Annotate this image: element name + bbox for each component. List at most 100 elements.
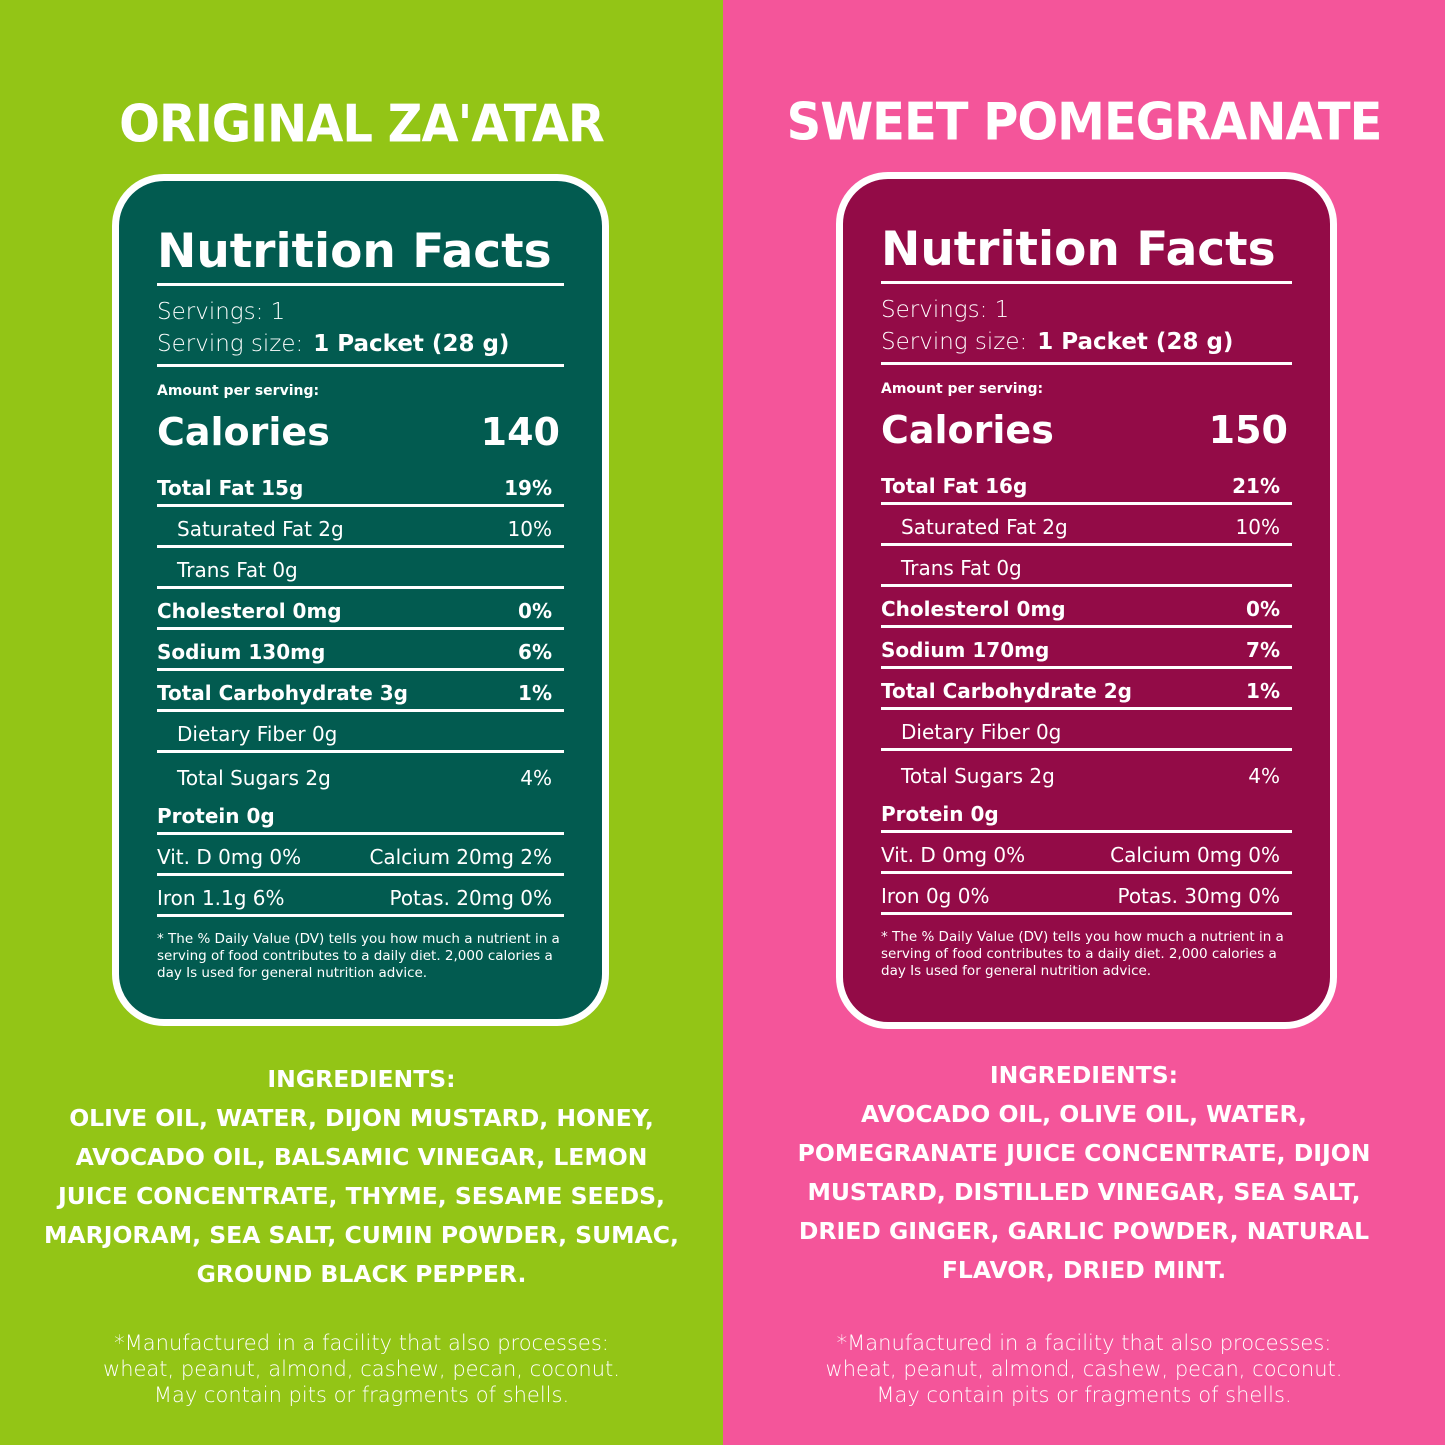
nutrient-dv: 6%	[518, 640, 552, 664]
nutrient-row-total-sugars: Total Sugars 2g 4%	[157, 753, 564, 794]
nutrient-dv: 4%	[1248, 764, 1280, 788]
calories-value: 150	[1208, 408, 1288, 452]
nutrient-row-cholesterol: Cholesterol 0mg 0%	[157, 589, 564, 630]
nutrient-row-dietary-fiber: Dietary Fiber 0g	[881, 710, 1292, 751]
serving-size-value: 1 Packet (28 g)	[313, 331, 510, 357]
servings-count: Servings: 1	[157, 299, 286, 325]
micronutrient-row: Vit. D 0mg 0% Calcium 0mg 0%	[881, 833, 1292, 874]
nutrient-dv: 0%	[1246, 597, 1280, 621]
nutrient-row-total-fat: Total Fat 16g 21%	[881, 469, 1292, 505]
micronutrient: Iron 0g 0%	[881, 884, 990, 908]
nutrient-label: Saturated Fat 2g	[177, 517, 344, 541]
allergen-notice: *Manufactured in a facility that also pr…	[0, 1330, 723, 1408]
nutrient-label: Protein 0g	[881, 802, 999, 826]
nutrition-facts-card: Nutrition Facts Servings: 1 Serving size…	[112, 174, 609, 1026]
nutrient-label: Dietary Fiber 0g	[901, 720, 1062, 744]
allergen-line: wheat, peanut, almond, cashew, pecan, co…	[825, 1357, 1343, 1381]
serving-size-label: Serving size:	[157, 331, 304, 357]
nutrient-row-saturated-fat: Saturated Fat 2g 10%	[157, 507, 564, 548]
ingredients-heading: INGREDIENTS:	[989, 1061, 1179, 1089]
micronutrient: Calcium 0mg 0%	[1110, 843, 1280, 867]
nutrient-row-protein: Protein 0g	[157, 794, 564, 835]
allergen-line: *Manufactured in a facility that also pr…	[114, 1331, 609, 1355]
nutrient-label: Total Carbohydrate 2g	[881, 679, 1132, 703]
micronutrient-row: Iron 0g 0% Potas. 30mg 0%	[881, 874, 1292, 915]
nutrient-dv: 0%	[518, 599, 552, 623]
nutrient-dv: 1%	[1246, 679, 1280, 703]
nutrient-row-protein: Protein 0g	[881, 792, 1292, 833]
micronutrient-row: Vit. D 0mg 0% Calcium 20mg 2%	[157, 835, 564, 876]
nutrient-label: Total Fat 16g	[881, 474, 1028, 498]
micronutrient: Vit. D 0mg 0%	[881, 843, 1026, 867]
daily-value-disclaimer: * The % Daily Value (DV) tells you how m…	[881, 929, 1284, 979]
serving-size: Serving size: 1 Packet (28 g)	[881, 326, 1292, 358]
product-title: SWEET POMEGRANATE	[786, 91, 1383, 153]
nutrient-dv: 21%	[1232, 474, 1280, 498]
micronutrient: Potas. 30mg 0%	[1117, 884, 1280, 908]
nutrient-label: Total Fat 15g	[157, 476, 304, 500]
calories-row: Calories 150	[881, 401, 1288, 469]
nutrient-label: Sodium 130mg	[157, 640, 326, 664]
nutrient-dv: 4%	[520, 766, 552, 790]
divider	[157, 283, 564, 286]
nutrient-label: Trans Fat 0g	[177, 558, 298, 582]
daily-value-disclaimer: * The % Daily Value (DV) tells you how m…	[157, 931, 560, 981]
micronutrient-row: Iron 1.1g 6% Potas. 20mg 0%	[157, 876, 564, 917]
nutrition-facts-card: Nutrition Facts Servings: 1 Serving size…	[836, 172, 1337, 1029]
amount-per-serving: Amount per serving:	[157, 383, 320, 399]
allergen-line: *Manufactured in a facility that also pr…	[836, 1331, 1332, 1355]
nutrient-row-total-carbohydrate: Total Carbohydrate 3g 1%	[157, 671, 564, 712]
serving-size: Serving size: 1 Packet (28 g)	[157, 328, 564, 360]
nutrient-row-trans-fat: Trans Fat 0g	[881, 546, 1292, 587]
nutrient-label: Cholesterol 0mg	[157, 599, 342, 623]
nutrient-row-cholesterol: Cholesterol 0mg 0%	[881, 587, 1292, 628]
calories-row: Calories 140	[157, 403, 560, 471]
servings-count: Servings: 1	[881, 297, 1010, 323]
nutrient-dv: 1%	[518, 681, 552, 705]
nutrient-label: Total Carbohydrate 3g	[157, 681, 408, 705]
nutrition-facts-heading: Nutrition Facts	[881, 222, 1276, 277]
micronutrient: Vit. D 0mg 0%	[157, 845, 302, 869]
divider	[881, 281, 1292, 284]
nutrient-row-trans-fat: Trans Fat 0g	[157, 548, 564, 589]
micronutrient: Iron 1.1g 6%	[157, 886, 285, 910]
servings-block: Servings: 1 Serving size: 1 Packet (28 g)	[881, 284, 1292, 362]
divider	[881, 362, 1292, 365]
nutrient-label: Total Sugars 2g	[177, 766, 331, 790]
nutrient-label: Dietary Fiber 0g	[177, 722, 338, 746]
nutrient-row-sodium: Sodium 130mg 6%	[157, 630, 564, 671]
servings-block: Servings: 1 Serving size: 1 Packet (28 g)	[157, 286, 564, 364]
allergen-notice: *Manufactured in a facility that also pr…	[723, 1330, 1445, 1408]
nutrition-facts-heading: Nutrition Facts	[157, 224, 552, 279]
nutrient-row-saturated-fat: Saturated Fat 2g 10%	[881, 505, 1292, 546]
calories-value: 140	[480, 410, 560, 454]
nutrient-row-total-fat: Total Fat 15g 19%	[157, 471, 564, 507]
nutrient-label: Total Sugars 2g	[901, 764, 1055, 788]
nutrient-label: Sodium 170mg	[881, 638, 1050, 662]
serving-size-value: 1 Packet (28 g)	[1037, 329, 1234, 355]
nutrient-row-total-sugars: Total Sugars 2g 4%	[881, 751, 1292, 792]
calories-label: Calories	[881, 408, 1054, 452]
ingredients-block: INGREDIENTS: OLIVE OIL, WATER, DIJON MUS…	[0, 1060, 723, 1294]
nutrient-label: Saturated Fat 2g	[901, 515, 1068, 539]
allergen-line: wheat, peanut, almond, cashew, pecan, co…	[103, 1357, 620, 1381]
ingredients-heading: INGREDIENTS:	[267, 1065, 456, 1093]
product-title: ORIGINAL ZA'ATAR	[119, 93, 605, 155]
nutrient-row-sodium: Sodium 170mg 7%	[881, 628, 1292, 669]
nutrient-label: Protein 0g	[157, 804, 275, 828]
nutrient-dv: 19%	[504, 476, 552, 500]
nutrient-label: Trans Fat 0g	[901, 556, 1022, 580]
calories-label: Calories	[157, 410, 330, 454]
ingredients-block: INGREDIENTS: AVOCADO OIL, OLIVE OIL, WAT…	[723, 1056, 1445, 1290]
micronutrient: Potas. 20mg 0%	[389, 886, 552, 910]
nutrient-dv: 10%	[1235, 515, 1280, 539]
divider	[157, 364, 564, 367]
ingredients-list: OLIVE OIL, WATER, DIJON MUSTARD, HONEY, …	[44, 1104, 679, 1288]
allergen-line: May contain pits or fragments of shells.	[876, 1383, 1292, 1407]
amount-per-serving: Amount per serving:	[881, 381, 1044, 397]
nutrient-row-dietary-fiber: Dietary Fiber 0g	[157, 712, 564, 753]
ingredients-list: AVOCADO OIL, OLIVE OIL, WATER, POMEGRANA…	[797, 1100, 1371, 1284]
nutrient-row-total-carbohydrate: Total Carbohydrate 2g 1%	[881, 669, 1292, 710]
nutrient-dv: 7%	[1246, 638, 1280, 662]
serving-size-label: Serving size:	[881, 329, 1028, 355]
